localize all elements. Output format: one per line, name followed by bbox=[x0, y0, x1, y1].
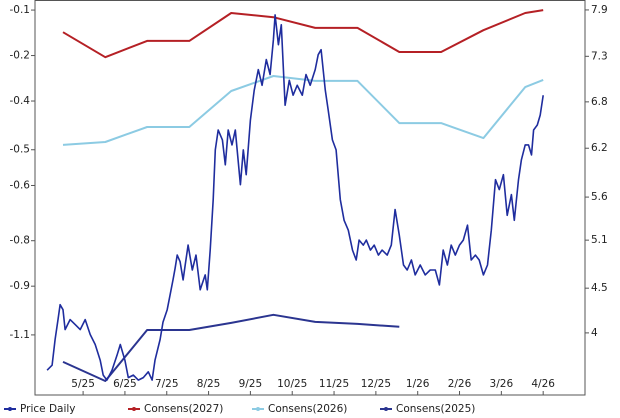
x-tick-label: 1/26 bbox=[406, 378, 430, 390]
plot-frame bbox=[34, 0, 586, 396]
x-tick-label: 5/25 bbox=[71, 378, 95, 390]
y-tick-label: -0.6 bbox=[10, 179, 31, 191]
series-line bbox=[62, 75, 544, 146]
legend-label: Price Daily bbox=[20, 403, 76, 415]
legend-label: Consens(2027) bbox=[144, 403, 223, 415]
legend-dot bbox=[132, 407, 136, 411]
series-line bbox=[62, 313, 400, 382]
y2-tick-label: 5.1 bbox=[591, 234, 608, 246]
legend-dot bbox=[256, 407, 260, 411]
y-tick-label: -0.8 bbox=[10, 235, 31, 247]
x-tick-label: 4/26 bbox=[531, 378, 555, 390]
y-tick-label: -0.1 bbox=[10, 4, 31, 16]
x-tick-label: 3/26 bbox=[490, 378, 514, 390]
y-tick-label: -0.9 bbox=[10, 280, 31, 292]
legend: Price Daily Consens(2027) Consens(2026) Con… bbox=[4, 403, 475, 415]
legend-dot bbox=[384, 407, 388, 411]
x-tick-label: 6/25 bbox=[113, 378, 137, 390]
x-tick-label: 7/25 bbox=[155, 378, 179, 390]
y2-tick-label: 7.9 bbox=[591, 4, 608, 16]
x-tick-label: 12/25 bbox=[361, 378, 391, 390]
y2-tick-label: 5.6 bbox=[591, 191, 608, 203]
x-tick-label: 8/25 bbox=[197, 378, 221, 390]
y-tick-label: -0.4 bbox=[10, 95, 31, 107]
x-tick-label: 11/25 bbox=[319, 378, 349, 390]
y2-tick-label: 4.5 bbox=[591, 282, 608, 294]
series-line bbox=[46, 14, 544, 381]
legend-dot bbox=[8, 407, 12, 411]
y-tick-label: -0.5 bbox=[10, 144, 31, 156]
y2-tick-label: 6.2 bbox=[591, 142, 608, 154]
y-tick-label: -1.1 bbox=[10, 329, 31, 341]
y2-tick-label: 6.8 bbox=[591, 96, 608, 108]
x-tick-label: 9/25 bbox=[239, 378, 263, 390]
y-tick-label: -0.2 bbox=[10, 50, 31, 62]
legend-label: Consens(2025) bbox=[396, 403, 475, 415]
y2-tick-label: 4 bbox=[591, 327, 598, 339]
legend-label: Consens(2026) bbox=[268, 403, 347, 415]
x-tick-label: 2/26 bbox=[448, 378, 472, 390]
x-tick-label: 10/25 bbox=[277, 378, 307, 390]
y2-tick-label: 7.3 bbox=[591, 50, 608, 62]
series-line bbox=[62, 9, 544, 59]
